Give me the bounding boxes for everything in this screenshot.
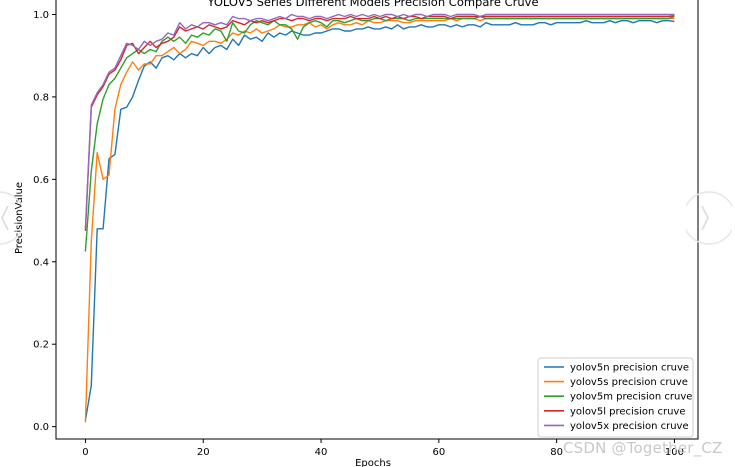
x-tick-label: 60 <box>432 447 445 458</box>
series-line-yolov5n <box>84 20 675 421</box>
legend-label-yolov5l: yolov5l precision cruve <box>570 406 685 417</box>
y-tick-label: 0.2 <box>33 340 49 351</box>
y-tick-label: 0.6 <box>33 175 49 186</box>
x-tick-label: 40 <box>315 447 328 458</box>
x-tick-label: 20 <box>197 447 210 458</box>
x-tick-label: 80 <box>550 447 563 458</box>
plot-frame <box>55 0 699 440</box>
series-line-yolov5l <box>84 15 675 231</box>
series-line-yolov5m <box>84 15 675 252</box>
chart-title: YOLOV5 Series Different Models Precision… <box>206 0 538 9</box>
x-tick-label: 100 <box>665 447 684 458</box>
legend-label-yolov5s: yolov5s precision cruve <box>570 377 688 388</box>
y-axis-label: PrecisionValue <box>14 182 25 254</box>
y-tick-label: 0.8 <box>33 92 49 103</box>
legend-label-yolov5n: yolov5n precision cruve <box>570 363 689 374</box>
x-axis-label: Epochs <box>355 458 391 467</box>
legend: yolov5n precision cruve yolov5s precision… <box>537 357 694 438</box>
legend-box <box>537 357 694 438</box>
chevron-left-icon[interactable] <box>0 190 22 246</box>
x-axis: 0 20 40 60 80 100 <box>82 439 684 458</box>
legend-label-yolov5x: yolov5x precision cruve <box>570 421 689 432</box>
x-tick-label: 0 <box>82 447 88 458</box>
legend-label-yolov5m: yolov5m precision cruve <box>570 392 692 403</box>
y-tick-label: 0.4 <box>33 257 49 268</box>
watermark: CSDN @Together_CZ <box>563 439 723 457</box>
y-axis: 0.0 0.2 0.4 0.6 0.8 1.0 <box>33 10 56 433</box>
y-tick-label: 0.0 <box>33 422 49 433</box>
y-tick-label: 1.0 <box>33 10 49 21</box>
series-lines <box>84 13 675 423</box>
chevron-right-icon[interactable] <box>686 190 732 246</box>
series-line-yolov5x <box>84 13 675 229</box>
